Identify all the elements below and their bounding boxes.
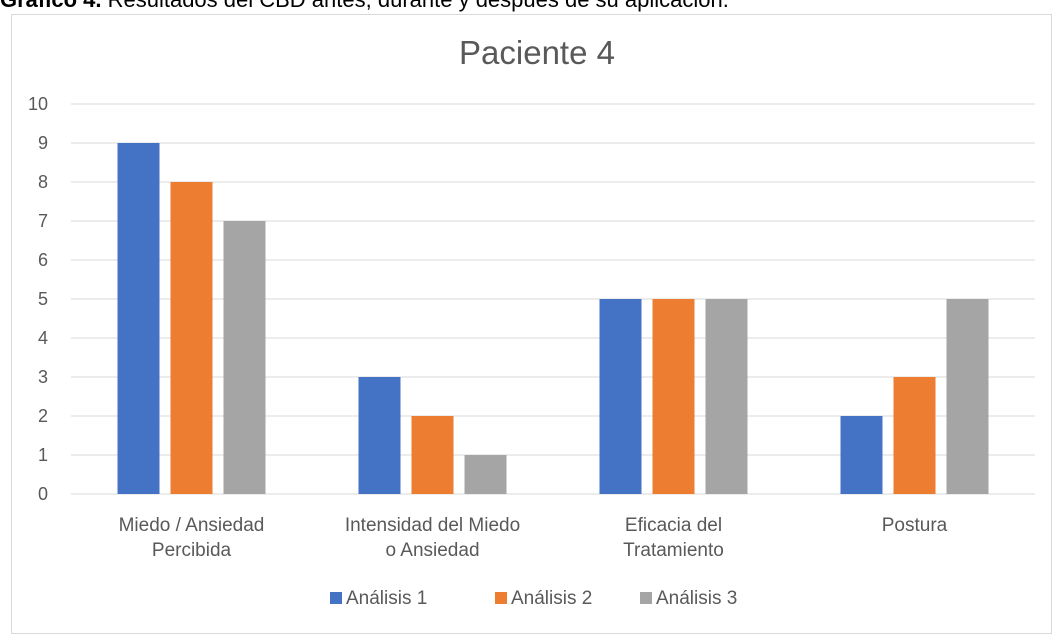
bar [893,377,936,494]
x-tick-label-line: Percibida [152,540,232,561]
x-tick-label-line: Eficacia del [625,515,722,536]
bar [946,299,989,494]
legend-label: Análisis 2 [511,588,592,609]
y-tick-label: 3 [38,367,48,387]
x-tick-label-line: Tratamiento [623,540,724,561]
bar [411,416,454,494]
y-tick-label: 7 [38,211,48,231]
y-tick-label: 8 [38,172,48,192]
x-tick-label: Intensidad del Miedo o Ansiedad [345,515,520,561]
y-tick-label: 4 [38,328,48,348]
y-tick-label: 0 [38,484,48,504]
caption-prefix: Gráfico 4. [0,0,101,12]
bar [170,182,213,494]
legend-swatch [640,592,652,604]
caption-text: Resultados del CBD antes, durante y desp… [101,0,729,12]
y-tick-label: 2 [38,406,48,426]
bar [652,299,695,494]
x-tick-label: Eficacia del Tratamiento [623,515,724,561]
x-tick-label: Postura [882,515,948,536]
bar [464,455,507,494]
y-tick-label: 6 [38,250,48,270]
x-tick-label: Miedo / Ansiedad Percibida [119,515,265,561]
bar [599,299,642,494]
x-tick-label-line: Intensidad del Miedo [345,515,520,536]
y-tick-label: 5 [38,289,48,309]
y-tick-label: 9 [38,133,48,153]
y-tick-label: 10 [28,94,48,114]
bar [117,143,160,494]
figure-caption: Gráfico 4. Resultados del CBD antes, dur… [0,0,729,13]
bar [223,221,266,494]
bar [358,377,401,494]
x-tick-label-line: Postura [882,515,948,536]
bar-chart: Paciente 4 0 1 2 3 4 5 6 7 8 9 10 Miedo / Ansiedad Pe… [28,34,1035,609]
legend-label: Análisis 1 [346,588,427,609]
x-tick-label-line: o Ansiedad [385,540,479,561]
x-tick-label-line: Miedo / Ansiedad [119,515,265,536]
legend-label: Análisis 3 [656,588,737,609]
chart-title: Paciente 4 [459,34,615,71]
legend-swatch [495,592,507,604]
legend-swatch [330,592,342,604]
chart-container: Paciente 4 0 1 2 3 4 5 6 7 8 9 10 Miedo / Ansiedad Pe… [11,14,1052,634]
bar [705,299,748,494]
bar [840,416,883,494]
y-tick-label: 1 [38,445,48,465]
